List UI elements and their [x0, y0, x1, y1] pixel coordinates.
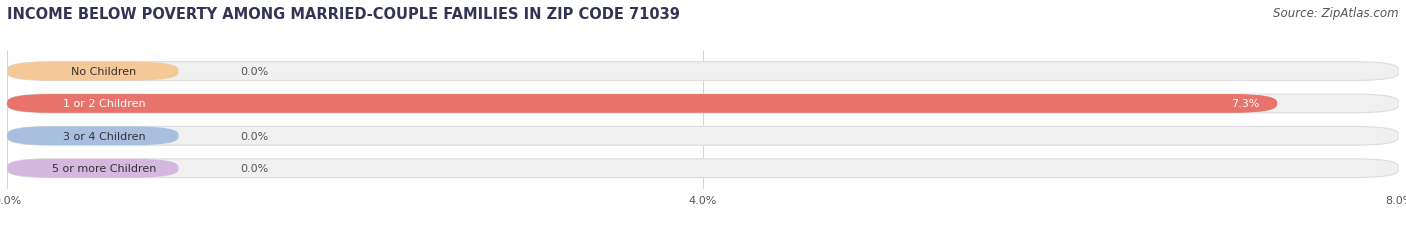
Text: 0.0%: 0.0%: [240, 131, 269, 141]
Text: No Children: No Children: [72, 67, 136, 77]
FancyBboxPatch shape: [7, 62, 1399, 81]
Text: 0.0%: 0.0%: [240, 67, 269, 77]
FancyBboxPatch shape: [7, 95, 1277, 113]
FancyBboxPatch shape: [7, 159, 1399, 178]
Text: INCOME BELOW POVERTY AMONG MARRIED-COUPLE FAMILIES IN ZIP CODE 71039: INCOME BELOW POVERTY AMONG MARRIED-COUPL…: [7, 7, 681, 22]
FancyBboxPatch shape: [7, 62, 179, 81]
Text: 5 or more Children: 5 or more Children: [52, 164, 156, 173]
FancyBboxPatch shape: [7, 127, 179, 146]
Text: 3 or 4 Children: 3 or 4 Children: [63, 131, 145, 141]
Text: 1 or 2 Children: 1 or 2 Children: [63, 99, 145, 109]
FancyBboxPatch shape: [7, 95, 1399, 113]
Text: 0.0%: 0.0%: [240, 164, 269, 173]
Text: 7.3%: 7.3%: [1232, 99, 1260, 109]
FancyBboxPatch shape: [7, 127, 1399, 146]
Text: Source: ZipAtlas.com: Source: ZipAtlas.com: [1274, 7, 1399, 20]
FancyBboxPatch shape: [7, 159, 179, 178]
